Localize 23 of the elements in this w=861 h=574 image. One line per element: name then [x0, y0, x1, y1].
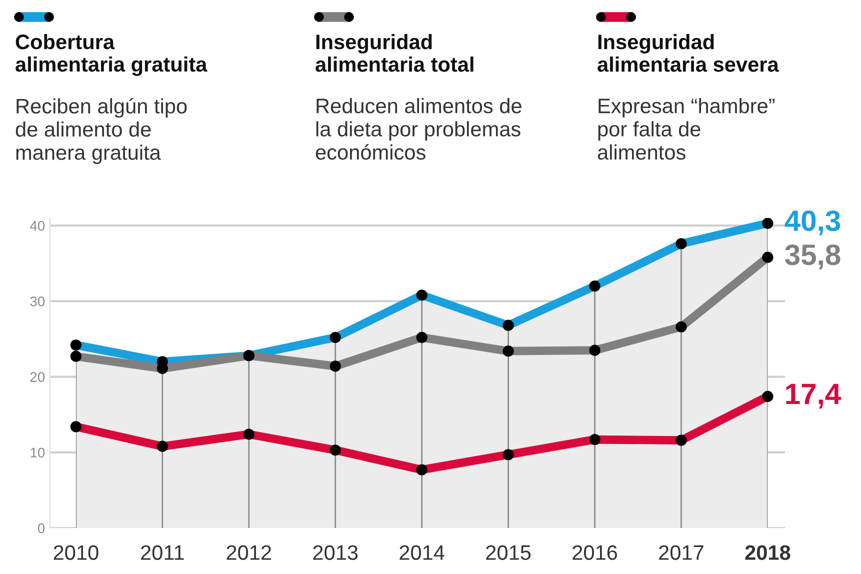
- data-label: 35,8: [785, 244, 840, 270]
- y-tick-label: 30: [30, 296, 45, 306]
- x-tick-label: 2010: [54, 545, 98, 560]
- x-tick-label: 2015: [486, 545, 531, 560]
- text: Reducen alimentos de la dieta por problemas económicos: [316, 98, 522, 160]
- x-tick-label: 2012: [226, 545, 272, 560]
- legend-label: Cobertura alimentaria gratuita: [16, 34, 208, 76]
- y-tick-label: 20: [30, 372, 45, 382]
- data-label: 40,3: [784, 210, 840, 236]
- y-tick-label: 40: [30, 220, 45, 231]
- text: Reciben algún tipo de alimento de manera gratuita: [16, 98, 187, 164]
- data-label: 17,4: [786, 384, 841, 408]
- x-tick-label: 2013: [313, 545, 358, 560]
- y-tick-label: 0: [38, 523, 45, 534]
- legend-label: Inseguridad alimentaria total: [316, 34, 474, 72]
- text: Expresan “hambre” por falta de alimentos: [598, 98, 775, 160]
- x-tick-label: 2011: [141, 545, 184, 560]
- x-tick-label: 2017: [659, 545, 704, 560]
- x-tick-label: 2016: [572, 545, 618, 560]
- legend-label: Inseguridad alimentaria severa: [598, 34, 779, 72]
- x-tick-label: 2014: [400, 545, 444, 560]
- x-tick-label: 2018: [745, 545, 790, 560]
- y-tick-label: 10: [30, 448, 45, 458]
